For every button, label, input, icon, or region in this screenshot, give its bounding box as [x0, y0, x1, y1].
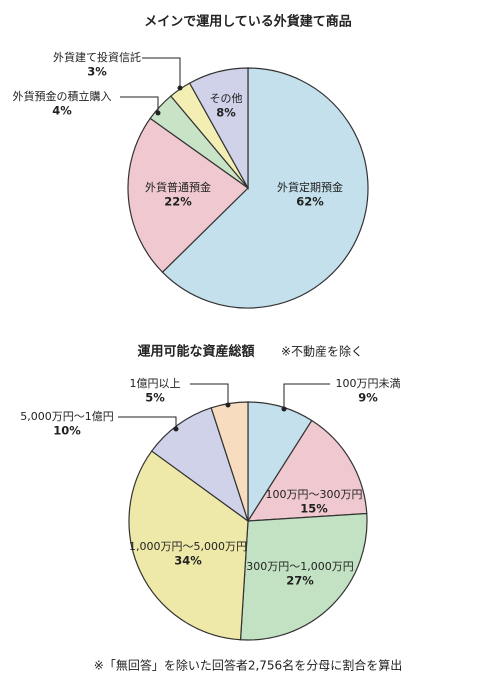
- slice-value-label: 8%: [216, 106, 236, 120]
- slice-label: その他: [210, 92, 243, 105]
- pie-slice: [246, 419, 368, 522]
- leader-line: [283, 383, 330, 409]
- slice-label: 100万円未満: [336, 377, 401, 390]
- slice-label: 1,000万円～5,000万円: [129, 540, 247, 553]
- chart-title: 運用可能な資産総額: [137, 344, 254, 360]
- slice-value-label: 5%: [145, 391, 165, 405]
- leader-dot: [225, 402, 231, 408]
- leader-dot: [281, 406, 287, 412]
- slice-label: 5,000万円～1億円: [20, 410, 114, 423]
- slice-label: 300万円～1,000万円: [246, 560, 354, 573]
- leader-line: [118, 416, 177, 429]
- leader-dot: [155, 110, 161, 116]
- slice-value-label: 15%: [300, 502, 328, 516]
- slice-label: 外貨預金の積立購入: [13, 89, 112, 103]
- leader-line: [142, 57, 181, 88]
- slice-value-label: 4%: [52, 104, 72, 118]
- slice-value-label: 62%: [296, 195, 324, 209]
- slice-value-label: 27%: [286, 574, 314, 588]
- slice-value-label: 34%: [174, 554, 202, 568]
- slice-label: 外貨建て投資信託: [53, 50, 141, 64]
- footnote: ※「無回答」を除いた回答者2,756名を分母に割合を算出: [94, 658, 402, 673]
- pie-slice: [150, 407, 250, 523]
- pie-slice: [188, 67, 249, 191]
- pie-slice: [239, 512, 368, 641]
- slice-value-label: 22%: [164, 195, 192, 209]
- slice-label: 1億円以上: [130, 377, 181, 390]
- leader-line: [190, 383, 229, 405]
- leader-dot: [177, 85, 183, 91]
- leader-dot: [173, 426, 179, 432]
- slice-value-label: 3%: [87, 65, 107, 79]
- pie-slice: [161, 67, 369, 309]
- leader-line: [120, 96, 159, 113]
- slice-label: 外貨定期預金: [277, 180, 343, 194]
- chart-subtitle: ※不動産を除く: [281, 344, 363, 359]
- slice-value-label: 9%: [358, 391, 378, 405]
- slice-label: 100万円～300万円: [266, 488, 363, 501]
- chart-title: メインで運用している外貨建て商品: [144, 14, 352, 30]
- slice-value-label: 10%: [53, 424, 81, 438]
- slice-label: 外貨普通預金: [145, 180, 211, 194]
- pie-slice: [128, 450, 249, 641]
- pie-slice: [127, 117, 249, 274]
